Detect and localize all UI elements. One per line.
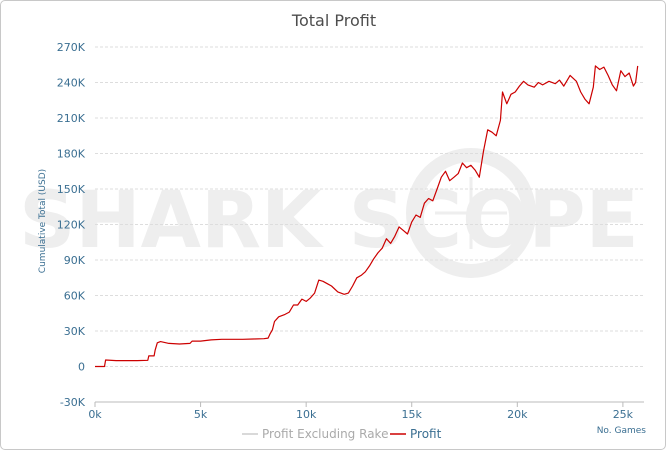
- y-axis-label: Cumulative Total (USD): [38, 169, 48, 273]
- y-tick-label: -30K: [60, 396, 86, 409]
- legend-label-profit-excluding-rake: Profit Excluding Rake: [262, 427, 388, 441]
- chart-title: Total Profit: [291, 11, 376, 30]
- x-tick-label: 25k: [613, 408, 634, 421]
- x-tick-label: 10k: [296, 408, 317, 421]
- y-tick-label: 210K: [57, 112, 86, 125]
- x-tick-label: 20k: [507, 408, 528, 421]
- y-tick-label: 30K: [64, 325, 86, 338]
- x-axis-label: No. Games: [597, 426, 647, 436]
- x-tick-label: 5k: [194, 408, 208, 421]
- y-tick-label: 180K: [57, 148, 86, 161]
- y-tick-label: 0: [78, 361, 85, 374]
- x-tick-label: 0k: [88, 408, 102, 421]
- y-tick-label: 270K: [57, 41, 86, 54]
- legend-label-profit: Profit: [410, 427, 442, 441]
- y-tick-label: 90K: [64, 254, 86, 267]
- y-axis: -30K 0 30K 60K 90K 120K 150K 180K 210K 240K 270K: [57, 41, 86, 409]
- watermark-logo: SHARK SCOPE: [19, 148, 639, 278]
- series-line-profit: [95, 65, 639, 368]
- watermark-scope-ring: [406, 148, 536, 278]
- watermark-text: SHARK SCOPE: [19, 176, 639, 266]
- series-layer: [95, 65, 639, 368]
- legend: Profit Excluding Rake Profit: [242, 427, 442, 441]
- y-tick-label: 150K: [57, 183, 86, 196]
- y-tick-label: 240K: [57, 77, 86, 90]
- x-axis: 0k 5k 10k 15k 20k 25k: [88, 401, 644, 421]
- y-tick-label: 120K: [57, 219, 86, 232]
- legend-item-profit[interactable]: Profit: [390, 427, 442, 441]
- legend-item-profit-excluding-rake[interactable]: Profit Excluding Rake: [242, 427, 388, 441]
- y-tick-label: 60K: [64, 290, 86, 303]
- x-tick-label: 15k: [402, 408, 423, 421]
